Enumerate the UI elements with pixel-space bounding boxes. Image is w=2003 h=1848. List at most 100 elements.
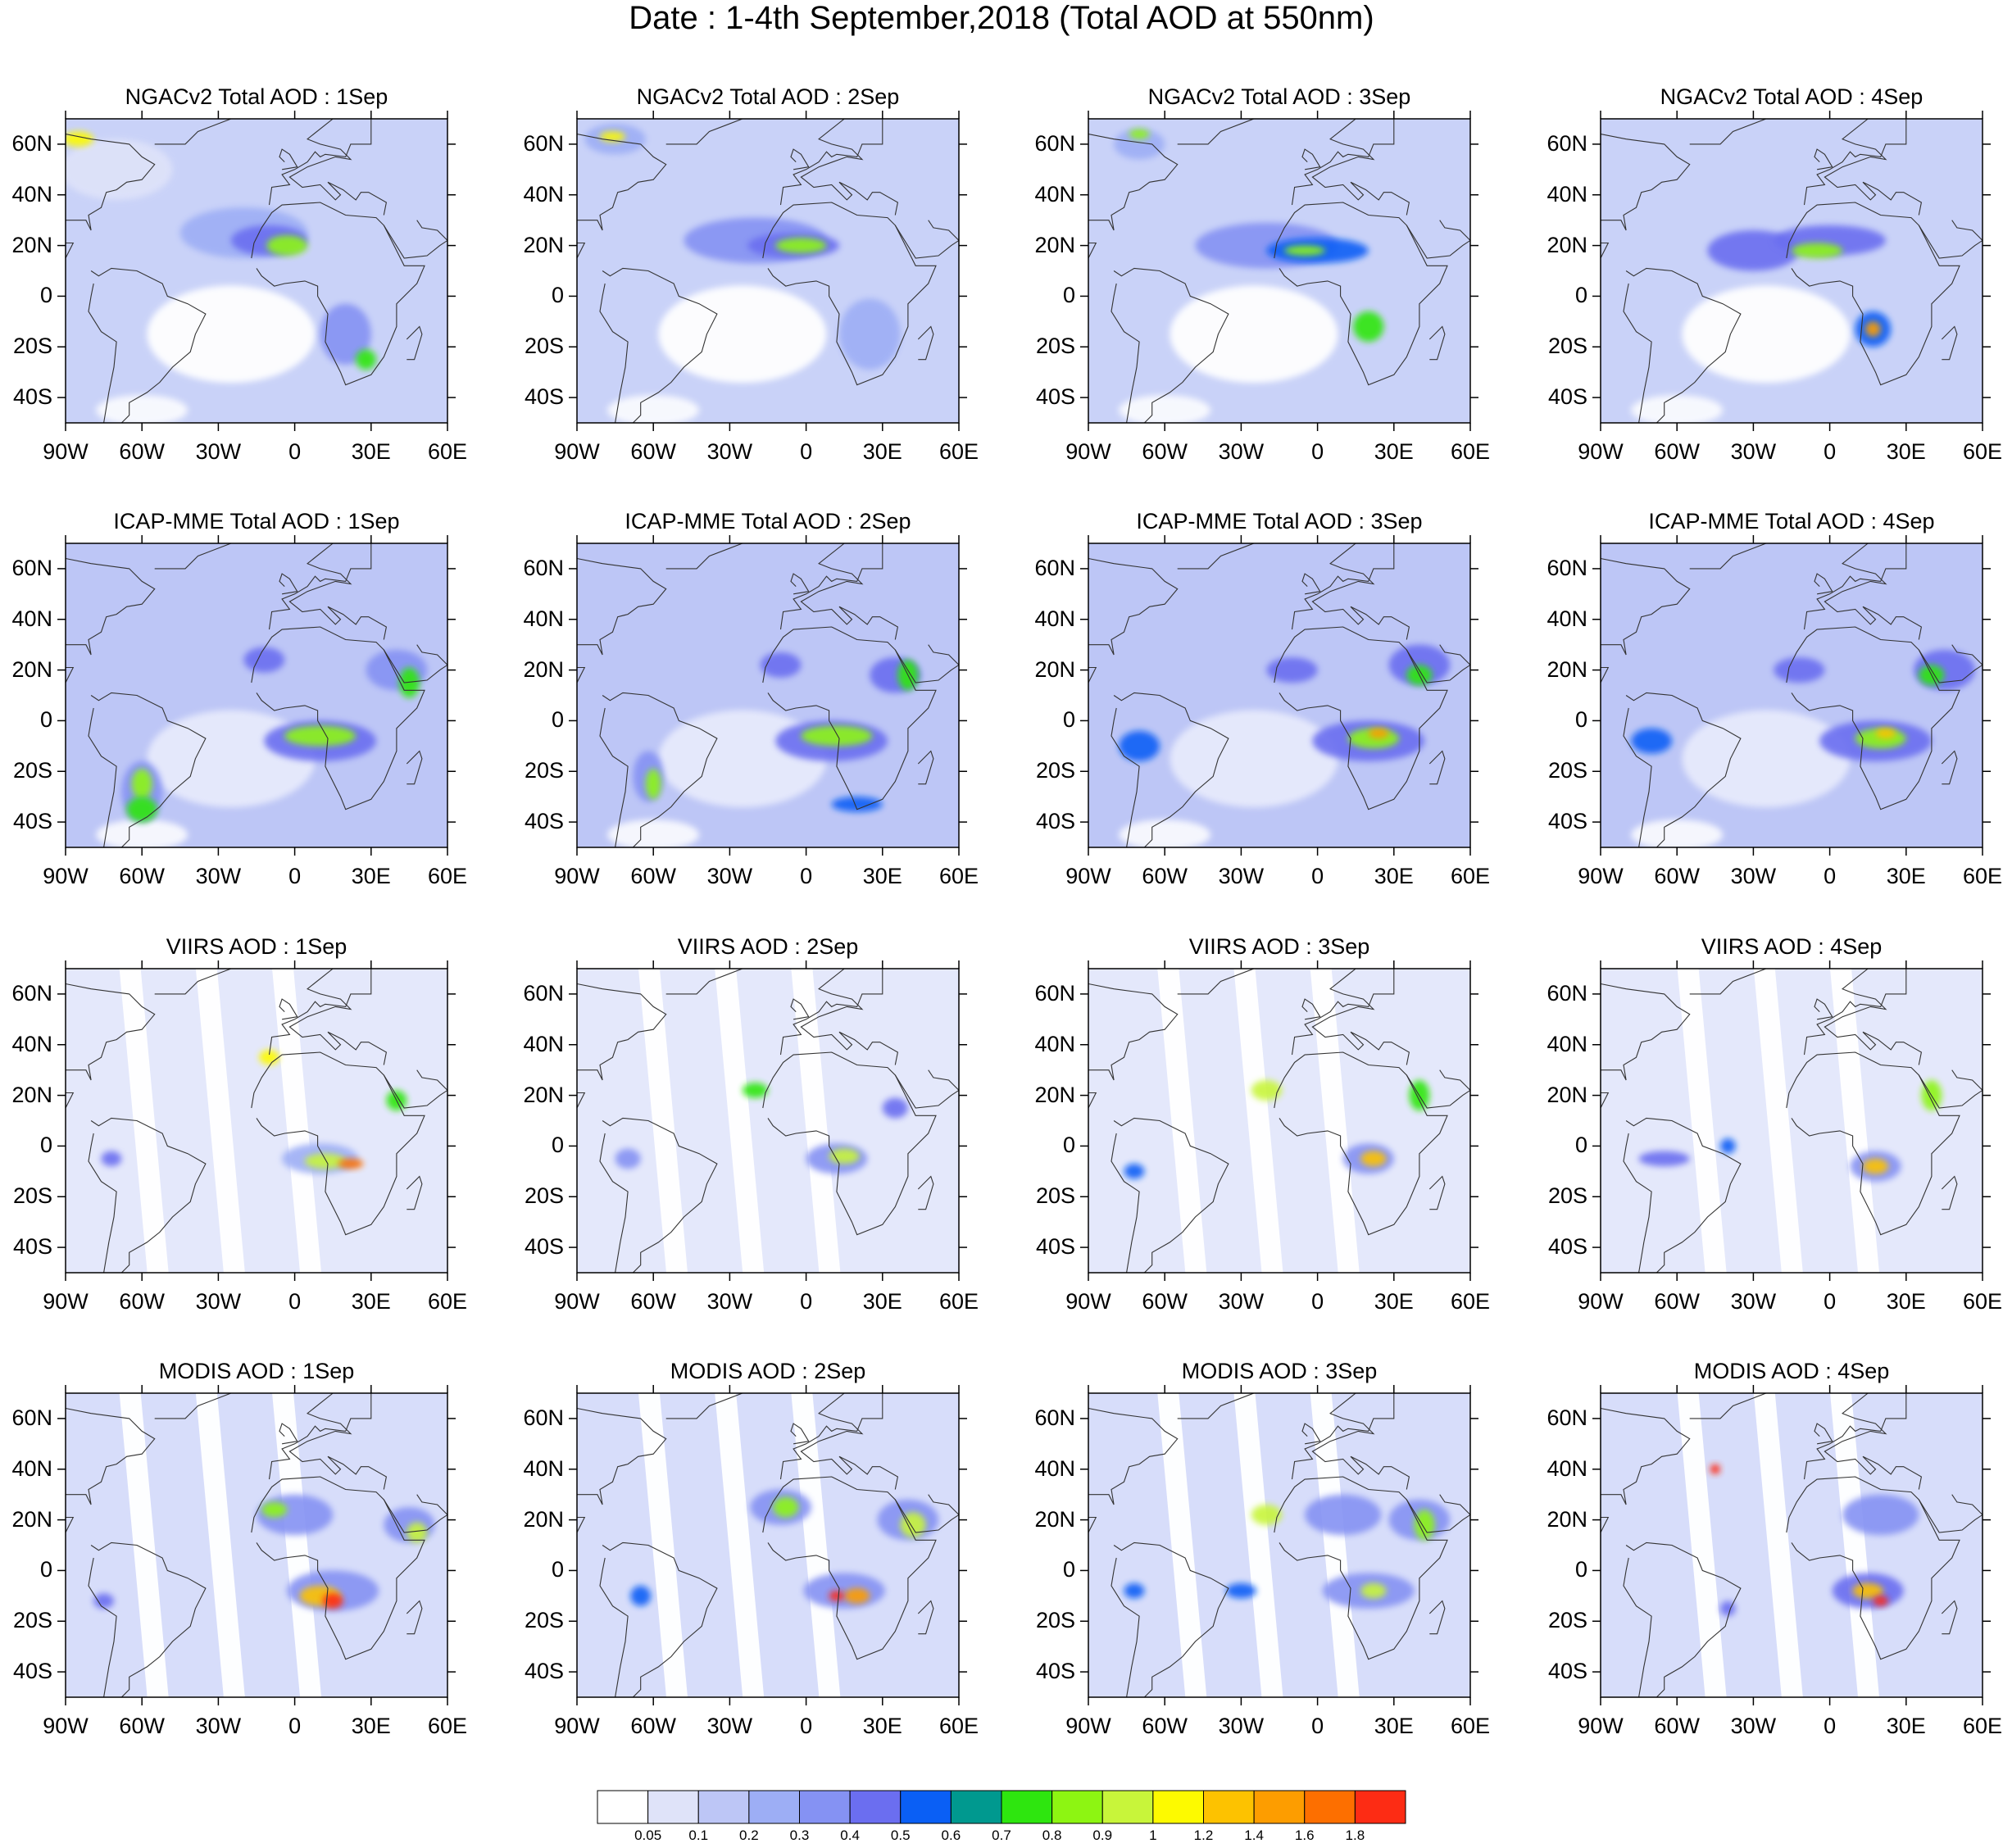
map-frame — [576, 1392, 960, 1698]
coastline — [154, 543, 232, 570]
aerosol-plume — [1119, 730, 1160, 761]
lon-tick-label: 30W — [1730, 1714, 1777, 1738]
coastline — [1291, 969, 1410, 1065]
coastline — [66, 983, 156, 1109]
lon-tick-label: 60W — [630, 864, 676, 888]
low-aod-region — [1682, 285, 1851, 384]
colorbar-swatch — [950, 1790, 1002, 1824]
map-panel — [1592, 535, 1991, 856]
colorbar-swatch — [1203, 1790, 1255, 1824]
colorbar-swatch — [900, 1790, 952, 1824]
lon-tick-label: 30E — [862, 1289, 902, 1314]
lon-tick-label: 60E — [427, 1289, 468, 1314]
colorbar-swatch — [597, 1790, 649, 1824]
coastline — [762, 626, 937, 810]
lon-tick-label: 60E — [938, 1714, 979, 1738]
lon-tick-label: 60E — [938, 1289, 979, 1314]
aerosol-plume — [615, 1148, 641, 1169]
coastline — [1428, 1600, 1446, 1635]
lat-tick-label: 40N — [523, 1031, 564, 1056]
coastline — [1406, 1494, 1470, 1533]
lat-tick-label: 40N — [1034, 1031, 1075, 1056]
lon-tick-label: 0 — [288, 864, 302, 888]
lat-tick-label: 20N — [1034, 1082, 1075, 1107]
coastline — [1428, 750, 1446, 785]
lat-tick-label: 0 — [1574, 1133, 1587, 1158]
coastline — [268, 543, 388, 640]
lat-tick-label: 0 — [39, 1133, 52, 1158]
lon-tick-label: 60E — [1962, 1714, 2003, 1738]
panel-title: MODIS AOD : 2Sep — [670, 1359, 866, 1383]
coastline — [577, 983, 667, 1109]
lat-tick-label: 20N — [1547, 656, 1587, 682]
coastline — [1623, 267, 1742, 423]
coastline — [917, 750, 934, 785]
colorbar-label: 0.9 — [1092, 1828, 1113, 1843]
map-panel — [57, 960, 456, 1281]
colorbar-swatch — [1354, 1790, 1406, 1824]
lat-tick-label: 20S — [524, 1608, 564, 1633]
panel-title: NGACv2 Total AOD : 4Sep — [1660, 84, 1924, 109]
aerosol-plume — [803, 1573, 885, 1609]
lon-tick-label: 90W — [1578, 1289, 1624, 1314]
coastline — [1814, 1423, 1833, 1445]
lat-tick-label: 20S — [12, 1608, 52, 1633]
lon-tick-label: 60W — [630, 439, 676, 464]
lon-tick-label: 0 — [800, 1289, 813, 1314]
coastline — [406, 1175, 423, 1210]
lat-tick-label: 40S — [524, 809, 564, 834]
lon-tick-label: 60W — [630, 1289, 676, 1314]
map-frame — [576, 543, 960, 848]
panel-title: MODIS AOD : 4Sep — [1693, 1359, 1890, 1383]
lon-tick-label: 90W — [1065, 1289, 1111, 1314]
panel-title: ICAP-MME Total AOD : 1Sep — [113, 509, 400, 534]
swath-gap — [1310, 1393, 1360, 1697]
lon-tick-label: 90W — [43, 864, 89, 888]
colorbar-swatch — [1051, 1790, 1103, 1824]
coastline — [762, 202, 937, 386]
lon-tick-label: 30E — [1886, 1714, 1926, 1738]
lat-tick-label: 40S — [12, 384, 52, 410]
lat-tick-label: 60N — [11, 980, 52, 1006]
lat-tick-label: 40N — [1547, 1031, 1587, 1056]
lon-tick-label: 30W — [706, 1289, 753, 1314]
aerosol-plume — [398, 667, 420, 698]
panel-title: NGACv2 Total AOD : 1Sep — [125, 84, 388, 109]
coastline — [1918, 644, 1983, 683]
lon-tick-label: 60W — [1142, 864, 1188, 888]
coastline — [1406, 644, 1470, 683]
lon-tick-label: 0 — [800, 864, 813, 888]
aerosol-plume — [1852, 1582, 1883, 1599]
coastline — [66, 557, 156, 683]
coastline — [1274, 202, 1448, 386]
lon-tick-label: 0 — [1824, 439, 1837, 464]
map-frame — [65, 1392, 448, 1698]
coastline — [790, 998, 810, 1020]
coastline — [762, 1051, 937, 1236]
coastline — [1918, 220, 1983, 259]
aerosol-plume — [259, 1049, 279, 1065]
aerosol-plume — [838, 298, 901, 370]
lat-tick-label: 40S — [12, 1234, 52, 1260]
lat-tick-label: 20N — [11, 1506, 52, 1532]
swath-gap — [195, 1393, 245, 1697]
colorbar-swatch — [647, 1790, 699, 1824]
lon-tick-label: 60E — [427, 864, 468, 888]
colorbar — [597, 1790, 1406, 1824]
lat-tick-label: 40N — [523, 181, 564, 207]
swath-gap — [119, 1393, 169, 1697]
map-background — [66, 969, 447, 1273]
lat-tick-label: 0 — [39, 283, 52, 308]
lat-tick-label: 40N — [11, 1455, 52, 1481]
lat-tick-label: 40S — [524, 1234, 564, 1260]
lat-tick-label: 40S — [1547, 384, 1587, 410]
colorbar-label: 0.4 — [840, 1828, 860, 1843]
aerosol-plume — [1368, 728, 1389, 739]
lat-tick-label: 20N — [1034, 232, 1075, 257]
colorbar-label: 0.7 — [992, 1828, 1011, 1843]
coastline — [599, 267, 718, 423]
coastline — [1428, 325, 1446, 361]
aerosol-plume — [356, 349, 377, 370]
aerosol-plume — [760, 652, 802, 678]
